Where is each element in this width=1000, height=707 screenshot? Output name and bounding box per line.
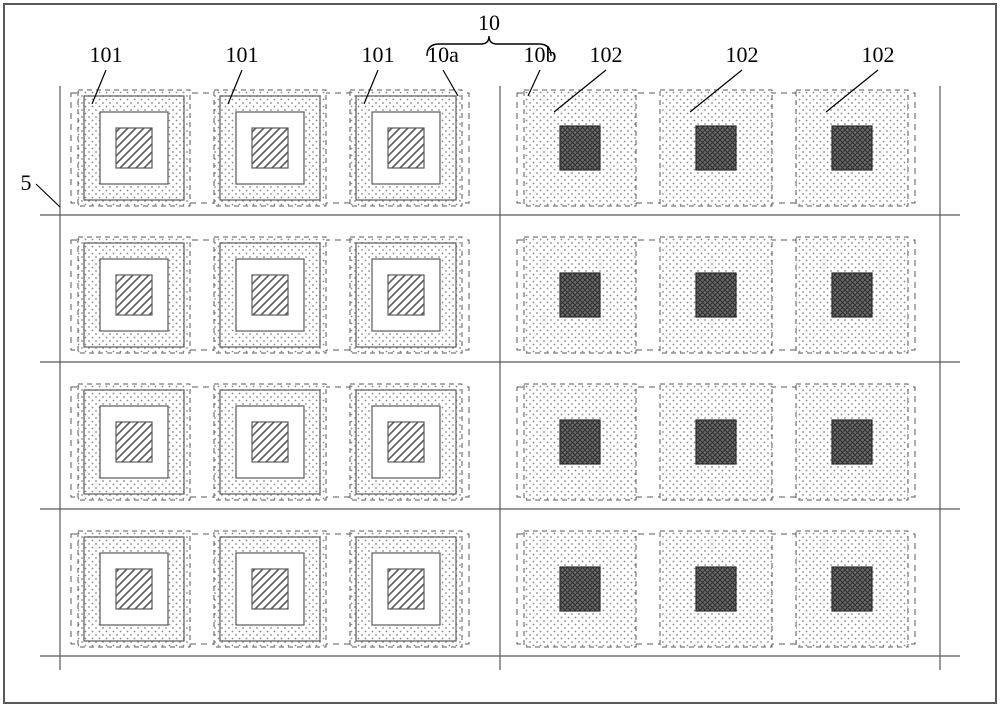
cell-b-core (696, 273, 736, 317)
cell-b-core (560, 420, 600, 464)
cell-b-core (832, 567, 872, 611)
cell-a-core (116, 422, 152, 462)
cell-b-core (696, 126, 736, 170)
label-101: 101 (90, 42, 123, 67)
label-101: 101 (226, 42, 259, 67)
cell-a-core (252, 275, 288, 315)
label-102: 102 (726, 42, 759, 67)
cell-b-core (560, 567, 600, 611)
cell-a-core (252, 569, 288, 609)
cell-b-core (832, 126, 872, 170)
label-10: 10 (478, 10, 500, 35)
cell-a-core (388, 569, 424, 609)
leader-line (36, 184, 60, 207)
label-101: 101 (362, 42, 395, 67)
cell-b-core (696, 420, 736, 464)
cell-a-core (388, 422, 424, 462)
cell-b-core (560, 126, 600, 170)
cell-a-core (116, 275, 152, 315)
cell-a-core (252, 422, 288, 462)
cell-a-core (116, 569, 152, 609)
label-102: 102 (590, 42, 623, 67)
cell-a-core (252, 128, 288, 168)
label-102: 102 (862, 42, 895, 67)
cell-a-core (388, 275, 424, 315)
figure-svg: 10110110110210210210a10b105 (0, 0, 1000, 707)
cell-b-core (832, 420, 872, 464)
cell-a-core (388, 128, 424, 168)
cell-a-core (116, 128, 152, 168)
label-5: 5 (21, 170, 32, 195)
cell-b-core (560, 273, 600, 317)
cell-b-core (832, 273, 872, 317)
diagram-root: 10110110110210210210a10b105 (0, 0, 1000, 707)
cell-b-core (696, 567, 736, 611)
